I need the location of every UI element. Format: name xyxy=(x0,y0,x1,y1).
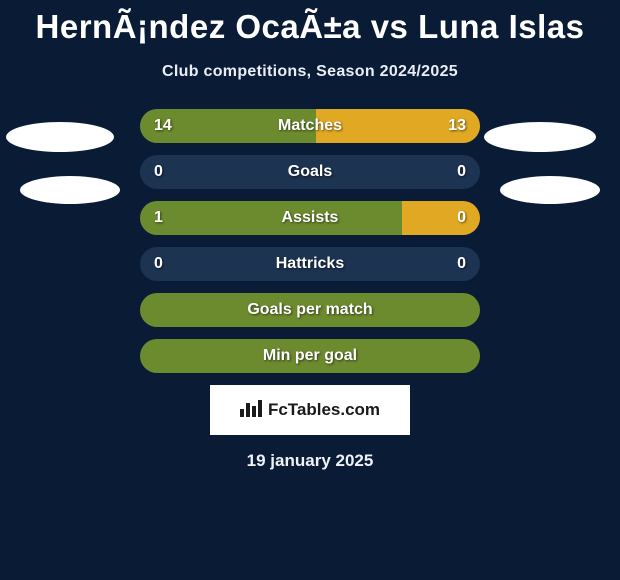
stat-bar-left xyxy=(140,201,402,235)
stat-label: Hattricks xyxy=(140,255,480,273)
stat-bar-left xyxy=(140,109,316,143)
stat-value-right: 0 xyxy=(457,163,466,181)
stat-value-left: 0 xyxy=(154,255,163,273)
stats-area: Matches1413Goals00Assists10Hattricks00Go… xyxy=(0,109,620,373)
stat-label: Goals xyxy=(140,163,480,181)
stat-bar-left xyxy=(140,339,480,373)
stat-bar-right xyxy=(402,201,480,235)
date-label: 19 january 2025 xyxy=(0,451,620,471)
stat-row: Goals0 0 xyxy=(140,155,480,189)
source-logo-text: FcTables.com xyxy=(268,400,380,420)
stat-value-right: 0 xyxy=(457,255,466,273)
stat-row: Min per goal xyxy=(140,339,480,373)
source-logo: FcTables.com xyxy=(210,385,410,435)
page-title: HernÃ¡ndez OcaÃ±a vs Luna Islas xyxy=(0,0,620,46)
stat-row: Goals per match xyxy=(140,293,480,327)
stat-bar-left xyxy=(140,293,480,327)
subtitle: Club competitions, Season 2024/2025 xyxy=(0,63,620,81)
bar-chart-icon xyxy=(240,399,262,422)
stat-bar-right xyxy=(316,109,480,143)
stat-value-left: 0 xyxy=(154,163,163,181)
stat-row: Assists10 xyxy=(140,201,480,235)
stat-row: Matches1413 xyxy=(140,109,480,143)
stat-row: Hattricks0 0 xyxy=(140,247,480,281)
infographic-canvas: HernÃ¡ndez OcaÃ±a vs Luna Islas Club com… xyxy=(0,0,620,580)
